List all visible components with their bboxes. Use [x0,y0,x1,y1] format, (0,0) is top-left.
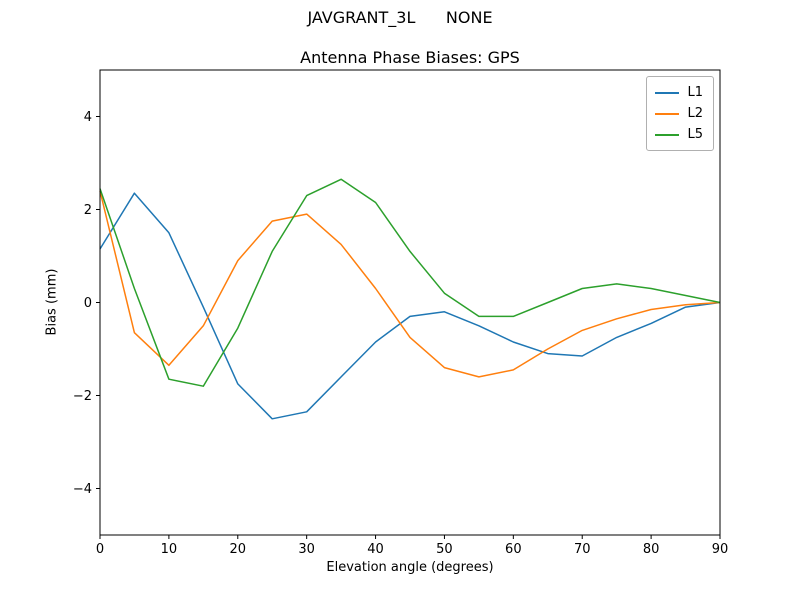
figure-title: JAVGRANT_3L NONE [307,8,493,27]
x-tick-label: 90 [712,542,729,557]
y-tick-label: −4 [73,482,92,497]
x-tick-label: 80 [643,542,660,557]
x-tick-label: 0 [96,542,104,557]
x-tick-label: 10 [161,542,178,557]
y-tick-label: 2 [84,203,92,218]
x-tick-label: 30 [298,542,315,557]
axes-frame [99,69,721,536]
legend-item-l2: L2 [655,103,703,124]
legend-label: L1 [687,85,703,100]
y-tick-label: 4 [84,110,92,125]
legend: L1 L2 L5 [646,76,714,151]
axes-title: Antenna Phase Biases: GPS [300,48,520,67]
y-tick-label: −2 [73,389,92,404]
legend-swatch-l2 [655,112,680,115]
series-line-l5 [99,178,721,387]
x-tick-label: 70 [574,542,591,557]
legend-item-l5: L5 [655,124,703,145]
legend-swatch-l1 [655,91,680,94]
x-tick-label: 60 [505,542,522,557]
y-tick-label: 0 [84,296,92,311]
series-line-l1 [99,192,721,420]
legend-swatch-l5 [655,133,680,136]
x-tick-label: 40 [367,542,384,557]
x-tick-label: 50 [436,542,453,557]
y-axis-label: Bias (mm) [44,268,60,336]
x-tick-label: 20 [230,542,247,557]
x-axis-label: Elevation angle (degrees) [326,560,494,575]
legend-label: L5 [687,127,703,142]
series-line-l2 [99,190,721,378]
legend-item-l1: L1 [655,82,703,103]
legend-label: L2 [687,106,703,121]
